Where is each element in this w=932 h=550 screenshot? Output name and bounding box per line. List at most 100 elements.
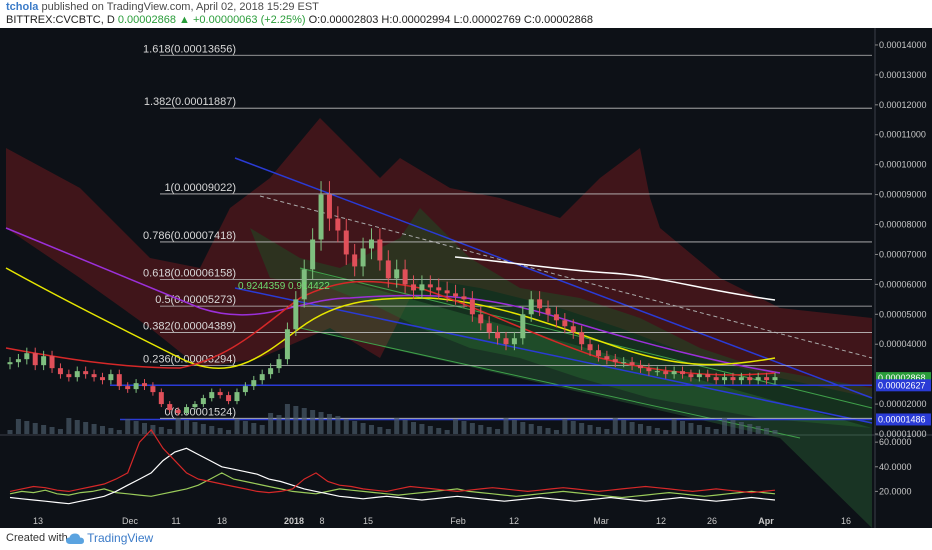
volume-bar [587, 425, 593, 434]
sma-purple [5, 227, 781, 374]
tradingview-logo[interactable]: TradingView [66, 531, 153, 545]
candle-body [150, 386, 156, 393]
fib-label: 1.618(0.00013656) [143, 43, 236, 55]
candle-body [696, 374, 702, 378]
volume-bar [570, 421, 576, 434]
volume-bar [326, 414, 332, 434]
volume-bar [335, 416, 341, 434]
price-tick-label: 0.00010000 [879, 160, 927, 170]
candle-body [436, 287, 442, 291]
price-tick-label: 0.00012000 [879, 100, 927, 110]
fib-label: 0.786(0.00007418) [143, 230, 236, 242]
candle-body [192, 404, 198, 408]
time-axis: 13 Dec 11 18 2018 8 15 Feb 12 Mar 12 26 Apr 16 [33, 516, 851, 526]
candle-body [579, 332, 585, 345]
time-tick-label: Apr [758, 516, 774, 526]
candle-body [310, 239, 316, 270]
volume-bar [495, 429, 501, 434]
candle-body [318, 194, 324, 240]
candle-body [503, 338, 509, 345]
author-link[interactable]: tchola [6, 1, 39, 13]
volume-bar [730, 420, 736, 434]
price-tick-label: 0.00002000 [879, 399, 927, 409]
candle-body [226, 395, 232, 402]
candle-body [469, 299, 475, 315]
candle-body [32, 353, 38, 366]
candle-body [511, 338, 517, 345]
candle-body [394, 269, 400, 279]
volume-bar [595, 427, 601, 434]
candle-body [360, 248, 366, 267]
volume-bar [427, 426, 433, 434]
candle-body [74, 371, 80, 378]
volume-bar [385, 429, 391, 434]
volume-bar [755, 426, 761, 434]
candle-body [377, 239, 383, 261]
price-change: +0.00000063 (+2.25%) [193, 14, 306, 26]
candle-body [553, 314, 559, 321]
candle-body [570, 326, 576, 333]
chart-area[interactable]: 1.618(0.00013656) 1.382(0.00011887) 1(0.00… [0, 28, 932, 528]
time-tick-label: Feb [450, 516, 466, 526]
volume-bar [83, 422, 89, 434]
volume-bar [234, 419, 240, 434]
footer: Created with TradingView [0, 528, 932, 550]
candle-body [486, 323, 492, 333]
symbol-line: BITTREX:CVCBTC, D 0.00002868 ▲ +0.000000… [6, 14, 593, 26]
time-tick-label: 15 [363, 516, 373, 526]
price-badge-label: 0.00001486 [878, 414, 926, 424]
candle-body [217, 392, 223, 396]
price-tick-label: 0.00013000 [879, 70, 927, 80]
price-tick-label: 0.00004000 [879, 339, 927, 349]
candle-body [184, 407, 190, 414]
volume-bar [654, 428, 660, 434]
candle-body [268, 368, 274, 375]
volume-bar [671, 419, 677, 434]
brand-name: TradingView [87, 531, 154, 545]
candle-body [158, 392, 164, 405]
fib-label: 1.382(0.00011887) [144, 96, 236, 108]
candle-body [209, 392, 215, 399]
candle-body [612, 359, 618, 363]
time-tick-label: 16 [841, 516, 851, 526]
time-tick-label: 12 [656, 516, 666, 526]
volume-bar [57, 429, 63, 434]
volume-bar [268, 413, 274, 434]
candle-body [671, 371, 677, 375]
volume-bar [41, 425, 47, 434]
volume-bar [99, 426, 105, 434]
symbol-label: BITTREX:CVCBTC, D [6, 14, 115, 26]
candle-body [91, 374, 97, 378]
price-badge [876, 413, 931, 426]
osc-tick-label: 60.0000 [879, 437, 912, 447]
volume-bar [15, 419, 21, 434]
volume-bar [579, 423, 585, 434]
volume-bar [175, 418, 181, 434]
volume-bar [259, 425, 265, 434]
fib-levels: 1.618(0.00013656) 1.382(0.00011887) 1(0.00… [143, 43, 872, 419]
candle-body [259, 374, 265, 381]
candle-body [385, 260, 391, 279]
volume-bar [562, 419, 568, 434]
candle-body [24, 353, 30, 360]
volume-bar [696, 425, 702, 434]
candle-body [57, 368, 63, 375]
price-tick-label: 0.00005000 [879, 309, 927, 319]
price-badge [876, 379, 931, 392]
candle-body [764, 377, 770, 381]
volume-bar [368, 425, 374, 434]
price-tick-label: 0.00008000 [879, 220, 927, 230]
osc-line [9, 447, 776, 505]
candle-body [520, 314, 526, 339]
volume-bar [604, 429, 610, 434]
volume-bar [284, 404, 290, 434]
candle-body [402, 269, 408, 285]
candle-body [444, 290, 450, 294]
candle-body [705, 374, 711, 378]
volume-bar [722, 418, 728, 434]
volume-bar [125, 419, 131, 434]
time-tick-label: Mar [593, 516, 609, 526]
candle-body [747, 377, 753, 381]
chart-canvas[interactable]: 1.618(0.00013656) 1.382(0.00011887) 1(0.00… [0, 28, 932, 528]
volume-bar [545, 428, 551, 434]
